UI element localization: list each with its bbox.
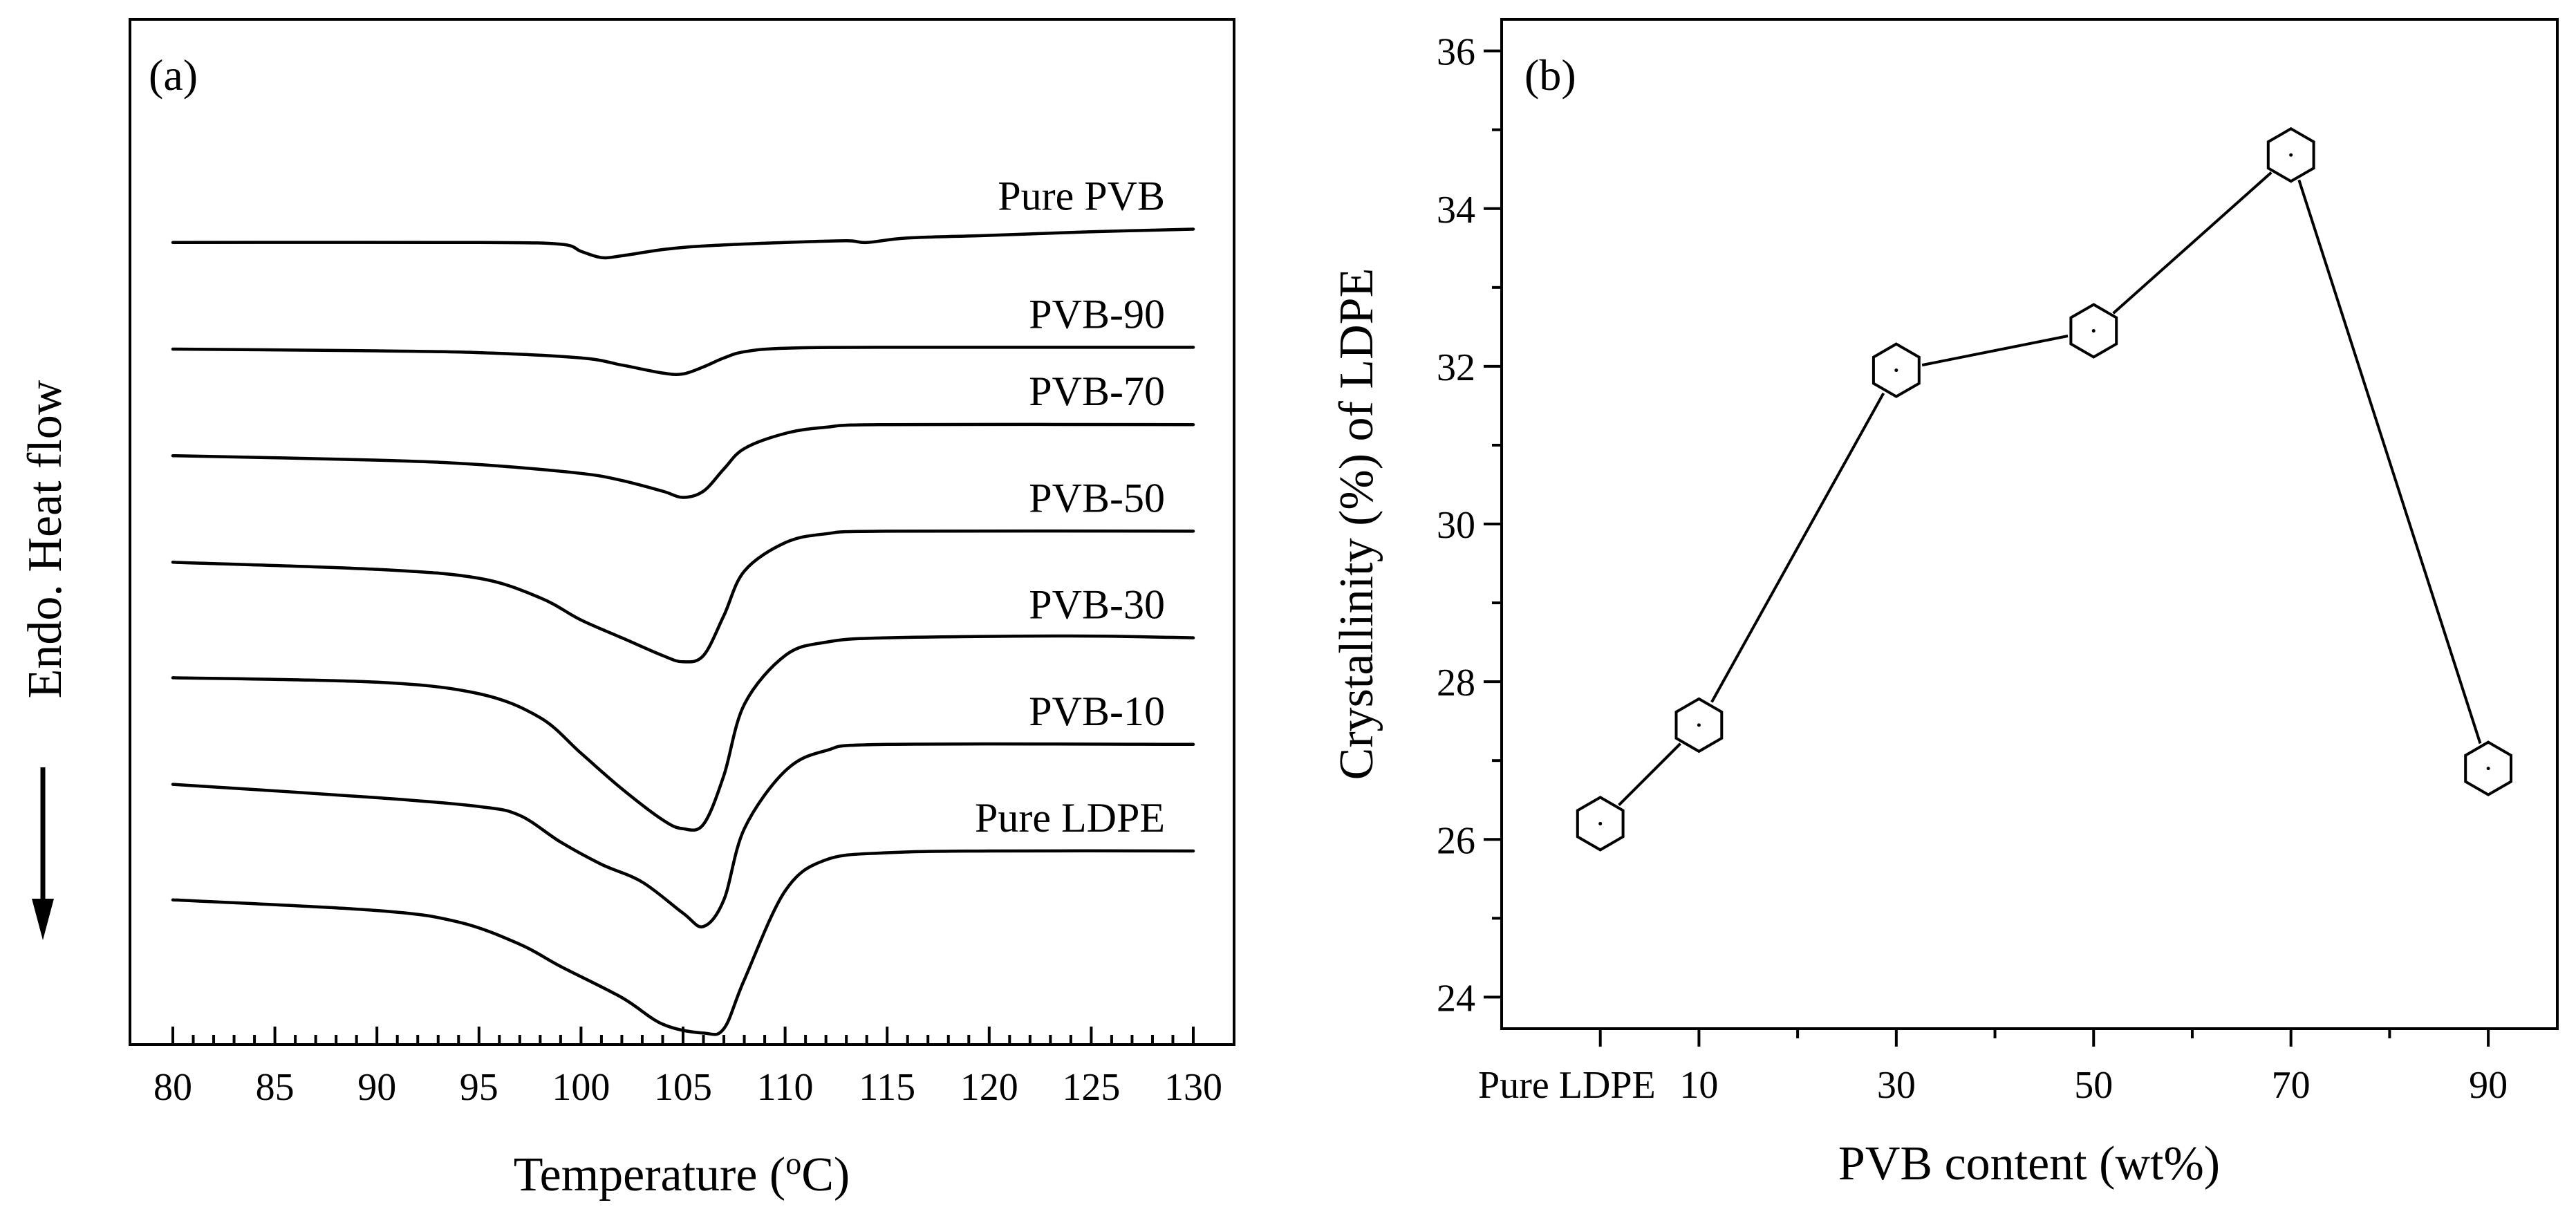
marker-center: [1894, 368, 1898, 373]
x-tick-label: 110: [757, 1066, 814, 1109]
x-tick-label: 115: [859, 1066, 915, 1109]
x-tick-label: 90: [2469, 1064, 2508, 1107]
x-tick-label: 70: [2272, 1064, 2311, 1107]
y-tick-label: 28: [1437, 662, 1475, 704]
data-point-30: [1872, 342, 1921, 398]
curve-label: PVB-50: [1029, 475, 1165, 521]
curve-label: PVB-30: [1029, 582, 1165, 628]
x-tick-label: 125: [1062, 1066, 1120, 1109]
x-tick-label: 95: [460, 1066, 498, 1109]
y-tick-label: 24: [1437, 977, 1475, 1020]
curve-label: PVB-10: [1029, 689, 1165, 734]
x-tick-label: 85: [256, 1066, 295, 1109]
data-point-10: [1674, 697, 1724, 754]
x-tick-label: 130: [1164, 1066, 1222, 1109]
x-tick-label: 105: [654, 1066, 712, 1109]
curve-pure-ldpe: [171, 849, 1195, 1036]
x-tick-label: Pure LDPE: [1478, 1064, 1656, 1107]
marker-center: [2289, 153, 2293, 157]
panel-a-x-axis-title: Temperature (oC): [514, 1145, 850, 1201]
marker-center: [2091, 329, 2096, 333]
panel-b-frame: [1500, 18, 2559, 1030]
y-tick-label: 26: [1437, 819, 1475, 862]
y-tick-label: 36: [1437, 31, 1475, 74]
panel-b-y-axis-title: Crystallinity (%) of LDPE: [1330, 268, 1383, 780]
curve-pvb-90: [171, 346, 1195, 376]
marker-center: [1598, 821, 1603, 825]
curve-pvb-30: [171, 634, 1195, 832]
panel-a-y-axis-title: Endo. Heat flow: [19, 380, 72, 698]
panel-a-curve-labels: Pure PVB PVB-90 PVB-70 PVB-50 PVB-30 PVB-10 Pu…: [975, 173, 1165, 841]
connector-line: [2297, 179, 2482, 745]
curve-pvb-10: [171, 742, 1195, 928]
panel-b-series: [1576, 127, 2512, 852]
y-tick-label: 34: [1437, 189, 1475, 232]
curve-label: Pure PVB: [998, 173, 1165, 218]
panel-a-x-ticks: 80 85 90 95 100 105 110 115 120 125 130: [153, 1027, 1222, 1109]
connector-line: [1921, 335, 2069, 367]
x-tick-label: 80: [153, 1066, 192, 1109]
marker-center: [2486, 767, 2490, 771]
data-point-pure-ldpe: [1576, 796, 1625, 852]
x-tick-label: 100: [552, 1066, 610, 1109]
x-tick-label: 30: [1877, 1064, 1916, 1107]
panel-b-axes: 24 26 28 30 32 34 36 Pure LDPE 10 30 50 70 90: [1437, 31, 2508, 1107]
connector-line: [1710, 392, 1885, 703]
panel-b-crystallinity: (b) 24 26 28 30 32 34 36 Pure LDPE 10 30 50 70 90 PV…: [1330, 18, 2559, 1190]
panel-a-label: (a): [149, 50, 198, 100]
panel-b-label: (b): [1524, 50, 1576, 100]
curve-pure-pvb: [171, 227, 1195, 260]
panel-a-curves: [171, 227, 1195, 1036]
y-tick-label: 32: [1437, 346, 1475, 389]
data-point-50: [2069, 303, 2118, 359]
curve-pvb-50: [171, 529, 1195, 664]
x-tick-label: 90: [357, 1066, 396, 1109]
panel-b-x-axis-title: PVB content (wt%): [1838, 1137, 2220, 1190]
data-point-70: [2266, 127, 2315, 183]
data-point-90: [2464, 740, 2512, 796]
curve-pvb-70: [171, 422, 1195, 499]
curve-label: PVB-70: [1029, 368, 1165, 414]
marker-center: [1697, 723, 1701, 727]
panel-a-dsc-curves: (a) 80 85 90 95 100 105 110 115 120 125 130 Pure P…: [19, 18, 1235, 1201]
x-tick-label: 120: [960, 1066, 1018, 1109]
connector-line: [2112, 171, 2272, 315]
x-tick-label: 10: [1679, 1064, 1718, 1107]
x-tick-label: 50: [2074, 1064, 2113, 1107]
connector-line: [1618, 742, 1681, 806]
heat-flow-arrow-icon: [32, 767, 54, 940]
curve-label: PVB-90: [1029, 291, 1165, 337]
curve-label: Pure LDPE: [975, 795, 1165, 841]
y-tick-label: 30: [1437, 504, 1475, 547]
